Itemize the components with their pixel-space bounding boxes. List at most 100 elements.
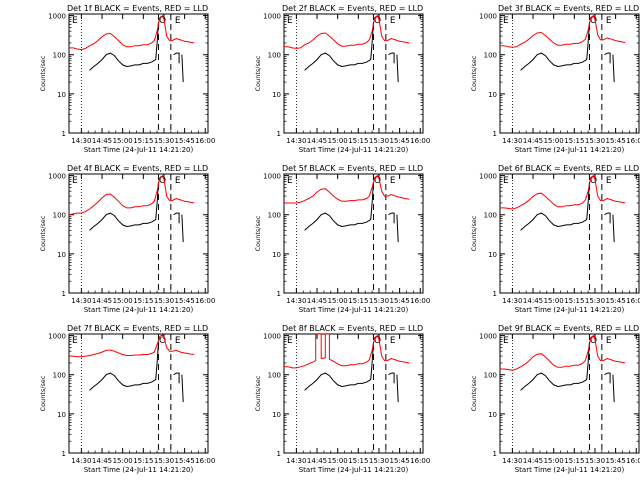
x-tick-label: 15:15 — [133, 457, 153, 465]
y-tick-label: 1000 — [479, 13, 497, 21]
series-line-events — [612, 374, 615, 403]
marker-E-left: E — [287, 16, 293, 26]
x-tick-label: 15:30 — [154, 137, 174, 145]
y-tick-label: 1000 — [263, 173, 281, 181]
y-tick-label: 100 — [268, 212, 281, 220]
y-tick-label: 1000 — [263, 13, 281, 21]
y-tick-label: 10 — [488, 91, 497, 99]
chart-panel-7: Det 7f BLACK = Events, RED = LLD 1 10 100 10… — [39, 324, 215, 474]
series-line-events — [89, 181, 159, 231]
series-line-lld — [69, 14, 195, 51]
plot-frame — [68, 13, 209, 134]
y-axis-label: Counts/sec — [470, 215, 478, 251]
marker-E-left: E — [72, 336, 78, 346]
marker-E: E — [606, 336, 612, 346]
x-tick-label: 16:00 — [195, 297, 215, 305]
y-tick-label: 1000 — [48, 333, 66, 341]
x-tick-label: 15:15 — [564, 137, 584, 145]
marker-E-left: E — [503, 176, 509, 186]
x-tick-label: 14:45 — [92, 297, 112, 305]
x-tick-label: 16:00 — [195, 137, 215, 145]
chart-panel-2: Det 2f BLACK = Events, RED = LLD 1 10 100 10… — [254, 4, 430, 154]
series-line-events — [181, 374, 184, 403]
series-line-events — [612, 54, 615, 83]
series-line-events — [173, 372, 180, 384]
y-tick-label: 10 — [272, 91, 281, 99]
x-tick-label: 16:00 — [195, 457, 215, 465]
x-tick-label: 15:15 — [348, 137, 368, 145]
marker-E-left: E — [503, 336, 509, 346]
x-tick-label: 14:45 — [92, 137, 112, 145]
marker-O: O — [374, 336, 381, 346]
x-tick-label: 14:30 — [502, 457, 522, 465]
x-tick-label: 14:30 — [71, 297, 91, 305]
marker-O: O — [590, 336, 597, 346]
y-tick-label: 1 — [277, 290, 281, 298]
y-tick-label: 1 — [493, 130, 497, 138]
y-axis-label: Counts/sec — [254, 215, 262, 251]
y-axis-label: Counts/sec — [254, 375, 262, 411]
x-tick-label: 15:45 — [390, 297, 410, 305]
chart-panel-6: Det 6f BLACK = Events, RED = LLD 1 10 100 10… — [470, 164, 640, 314]
y-tick-label: 1 — [62, 290, 66, 298]
series-line-lld — [500, 334, 626, 371]
y-tick-label: 100 — [53, 52, 66, 60]
x-tick-label: 15:00 — [328, 297, 348, 305]
series-line-lld — [69, 334, 195, 358]
chart-panel-1: Det 1f BLACK = Events, RED = LLD 1 10 100 10… — [39, 4, 215, 154]
x-tick-label: 14:30 — [71, 457, 91, 465]
y-tick-label: 1 — [277, 130, 281, 138]
x-axis-label: Start Time (24-Jul-11 14:21:20) — [299, 466, 409, 474]
marker-O: O — [159, 16, 166, 26]
x-tick-label: 15:15 — [348, 457, 368, 465]
x-tick-label: 16:00 — [626, 297, 640, 305]
marker-O: O — [159, 176, 166, 186]
marker-E: E — [606, 16, 612, 26]
plot-frame — [68, 333, 209, 454]
chart-panel-4: Det 4f BLACK = Events, RED = LLD 1 10 100 10… — [39, 164, 215, 314]
x-tick-label: 15:15 — [133, 137, 153, 145]
y-tick-label: 100 — [268, 372, 281, 380]
y-tick-label: 100 — [484, 52, 497, 60]
y-axis-label: Counts/sec — [470, 375, 478, 411]
series-line-events — [520, 341, 590, 391]
y-tick-label: 100 — [484, 372, 497, 380]
x-tick-label: 14:45 — [523, 297, 543, 305]
series-line-events — [604, 52, 611, 64]
y-axis-label: Counts/sec — [470, 55, 478, 91]
y-tick-label: 100 — [268, 52, 281, 60]
chart-panel-5: Det 5f BLACK = Events, RED = LLD 1 10 100 10… — [254, 164, 430, 314]
x-axis-label: Start Time (24-Jul-11 14:21:20) — [299, 146, 409, 154]
panel-title: Det 4f BLACK = Events, RED = LLD — [67, 164, 208, 173]
series-line-events — [396, 54, 399, 83]
x-tick-label: 14:30 — [286, 137, 306, 145]
y-tick-label: 10 — [57, 411, 66, 419]
marker-E: E — [175, 336, 181, 346]
x-tick-label: 16:00 — [410, 457, 430, 465]
y-tick-label: 1 — [62, 130, 66, 138]
panel-title: Det 9f BLACK = Events, RED = LLD — [498, 324, 639, 333]
series-line-events — [181, 54, 184, 83]
marker-O: O — [590, 176, 597, 186]
x-axis-label: Start Time (24-Jul-11 14:21:20) — [84, 306, 194, 314]
marker-O: O — [374, 176, 381, 186]
x-axis-label: Start Time (24-Jul-11 14:21:20) — [515, 306, 625, 314]
series-line-lld — [284, 334, 410, 369]
x-axis-label: Start Time (24-Jul-11 14:21:20) — [84, 146, 194, 154]
x-tick-label: 15:30 — [585, 137, 605, 145]
x-tick-label: 15:45 — [175, 457, 195, 465]
marker-E-left: E — [72, 16, 78, 26]
y-axis-label: Counts/sec — [254, 55, 262, 91]
series-line-events — [304, 21, 374, 71]
chart-panel-9: Det 9f BLACK = Events, RED = LLD 1 10 100 10… — [470, 324, 640, 474]
x-tick-label: 16:00 — [626, 457, 640, 465]
x-tick-label: 15:15 — [564, 457, 584, 465]
series-line-events — [181, 214, 184, 243]
x-tick-label: 15:00 — [113, 457, 133, 465]
plot-frame — [283, 333, 424, 454]
marker-E: E — [606, 176, 612, 186]
marker-E: E — [390, 336, 396, 346]
x-tick-label: 14:30 — [502, 297, 522, 305]
x-tick-label: 14:45 — [307, 297, 327, 305]
